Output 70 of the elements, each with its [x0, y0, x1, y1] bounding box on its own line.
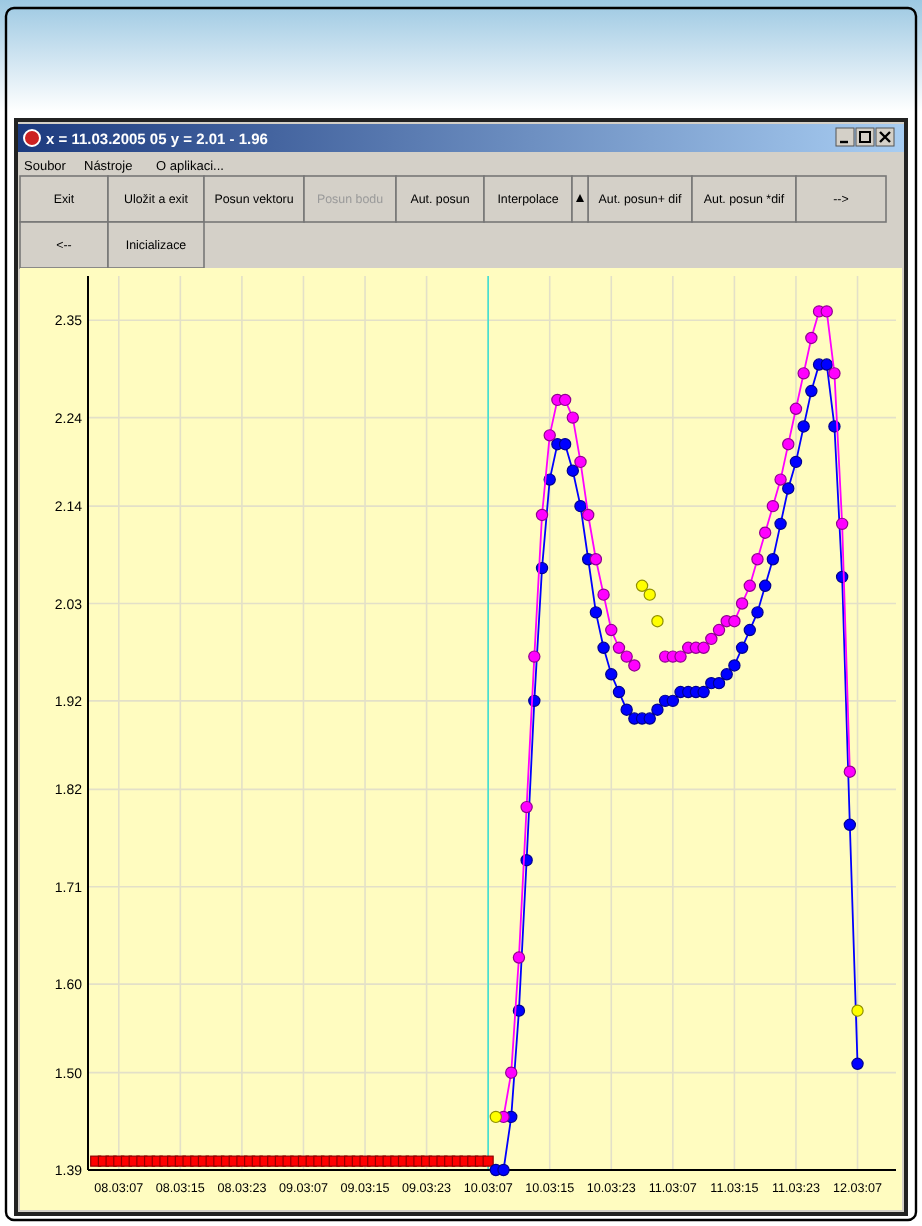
point — [612, 685, 626, 699]
point — [558, 393, 572, 407]
point — [574, 499, 587, 513]
point — [651, 703, 664, 716]
point — [666, 694, 680, 708]
point — [528, 650, 541, 663]
point — [535, 508, 549, 522]
point — [620, 650, 633, 663]
point — [820, 358, 833, 371]
point — [558, 437, 572, 451]
point — [581, 508, 595, 522]
point — [705, 632, 718, 646]
point — [505, 1066, 518, 1079]
point — [497, 1163, 510, 1177]
point — [597, 588, 610, 601]
point — [612, 641, 626, 654]
point — [782, 482, 795, 495]
point — [574, 455, 587, 469]
point — [758, 579, 772, 592]
point — [643, 712, 656, 725]
point — [805, 384, 818, 398]
point — [743, 623, 756, 637]
point — [758, 526, 772, 539]
point — [751, 606, 764, 619]
point — [605, 623, 618, 637]
point — [789, 402, 803, 415]
point — [728, 659, 741, 672]
point — [635, 579, 649, 592]
point — [797, 420, 810, 433]
point — [651, 615, 664, 628]
point — [620, 703, 633, 716]
point — [820, 305, 833, 318]
point — [697, 685, 710, 699]
point — [766, 553, 780, 566]
point — [628, 659, 641, 672]
point — [728, 615, 741, 628]
point — [774, 473, 787, 486]
point — [743, 579, 756, 592]
point — [543, 429, 556, 442]
point — [589, 606, 603, 619]
point — [805, 331, 818, 345]
point — [482, 1155, 494, 1167]
point — [489, 1110, 503, 1124]
point — [735, 641, 749, 654]
point — [566, 411, 579, 424]
point — [735, 597, 749, 610]
point — [774, 517, 787, 531]
point — [589, 553, 603, 566]
point — [751, 553, 764, 566]
point — [643, 588, 656, 601]
point — [697, 641, 710, 654]
point — [782, 437, 795, 451]
point — [766, 499, 780, 513]
point — [605, 668, 618, 681]
point — [712, 623, 726, 637]
point — [797, 367, 810, 380]
point — [520, 800, 533, 814]
point — [835, 517, 849, 531]
point — [828, 367, 841, 380]
point — [851, 1004, 864, 1017]
point — [843, 765, 857, 778]
point — [789, 455, 803, 469]
point — [851, 1057, 864, 1070]
point — [674, 650, 687, 663]
point — [720, 668, 733, 681]
point — [512, 951, 526, 964]
point — [843, 818, 857, 831]
point — [566, 464, 579, 477]
point — [597, 641, 610, 654]
point — [712, 676, 726, 690]
